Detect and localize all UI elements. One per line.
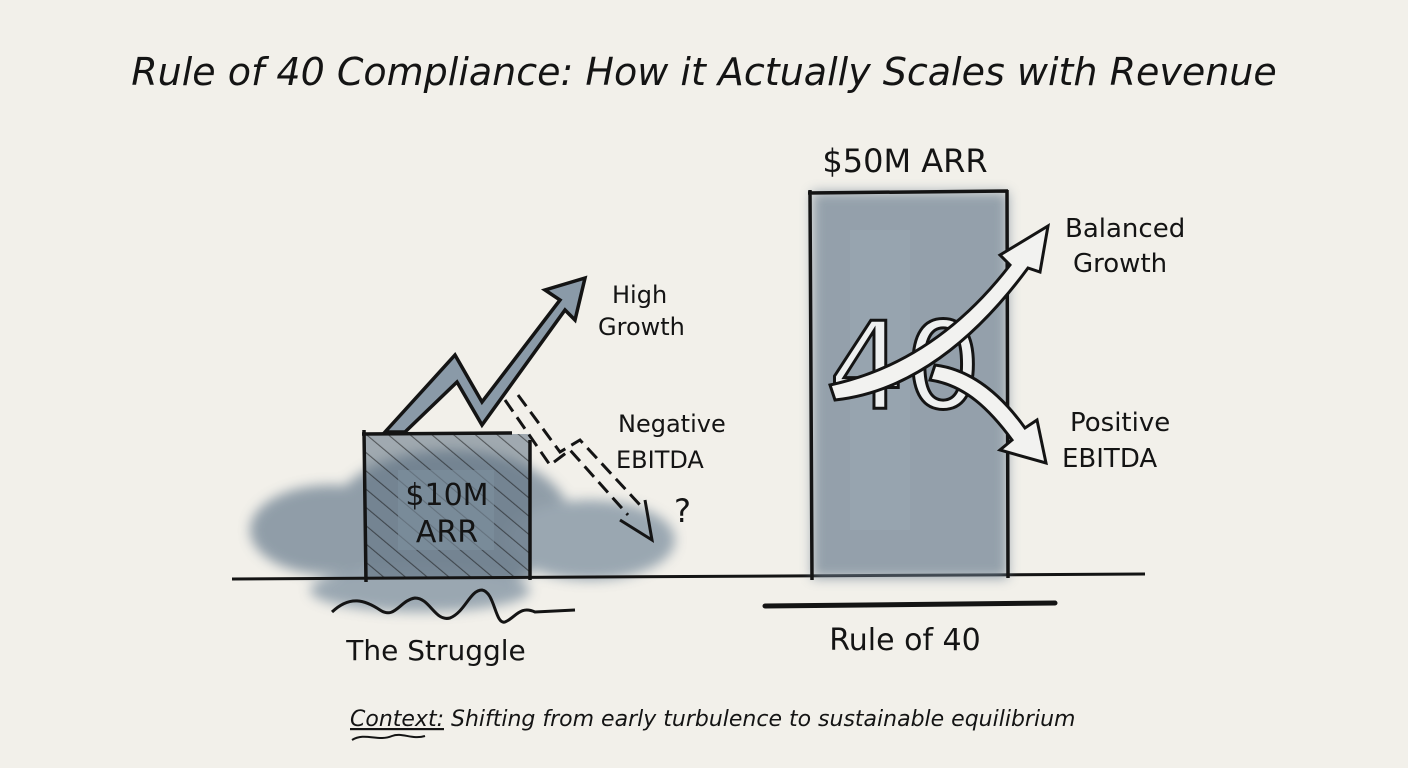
positive-ebitda-label-1: Positive bbox=[1070, 408, 1170, 438]
balanced-growth-label-2: Growth bbox=[1073, 249, 1167, 279]
context-text: Shifting from early turbulence to sustai… bbox=[444, 707, 1075, 732]
balanced-growth-label-1: Balanced bbox=[1065, 214, 1185, 244]
positive-ebitda-label-2: EBITDA bbox=[1062, 444, 1157, 474]
negative-ebitda-label-2: EBITDA bbox=[616, 446, 704, 474]
negative-ebitda-label-1: Negative bbox=[618, 410, 726, 438]
rule-40-caption: Rule of 40 bbox=[829, 623, 980, 658]
box-label-arr: ARR bbox=[416, 515, 478, 550]
high-growth-arrow-icon bbox=[381, 275, 588, 434]
positive-ebitda-arrow-icon bbox=[928, 363, 1048, 466]
struggle-caption: The Struggle bbox=[345, 634, 526, 667]
box-label-10m: $10M bbox=[405, 478, 488, 513]
balanced-growth-arrow-icon bbox=[828, 223, 1051, 402]
high-growth-label-2: Growth bbox=[598, 313, 685, 341]
high-growth-label-1: High bbox=[612, 281, 667, 309]
rule-40-underline bbox=[762, 600, 1058, 609]
top-label-50m: $50M ARR bbox=[822, 142, 987, 180]
arr-10m-bar bbox=[361, 429, 532, 583]
context-line: Context: Shifting from early turbulence … bbox=[350, 707, 1075, 732]
question-mark: ? bbox=[674, 492, 691, 530]
context-label: Context: bbox=[350, 707, 444, 732]
negative-ebitda-arrow-icon bbox=[503, 394, 655, 544]
context-squiggle-icon bbox=[351, 733, 426, 741]
page-title: Rule of 40 Compliance: How it Actually S… bbox=[131, 50, 1277, 94]
struggle-squiggle-icon bbox=[330, 588, 576, 624]
